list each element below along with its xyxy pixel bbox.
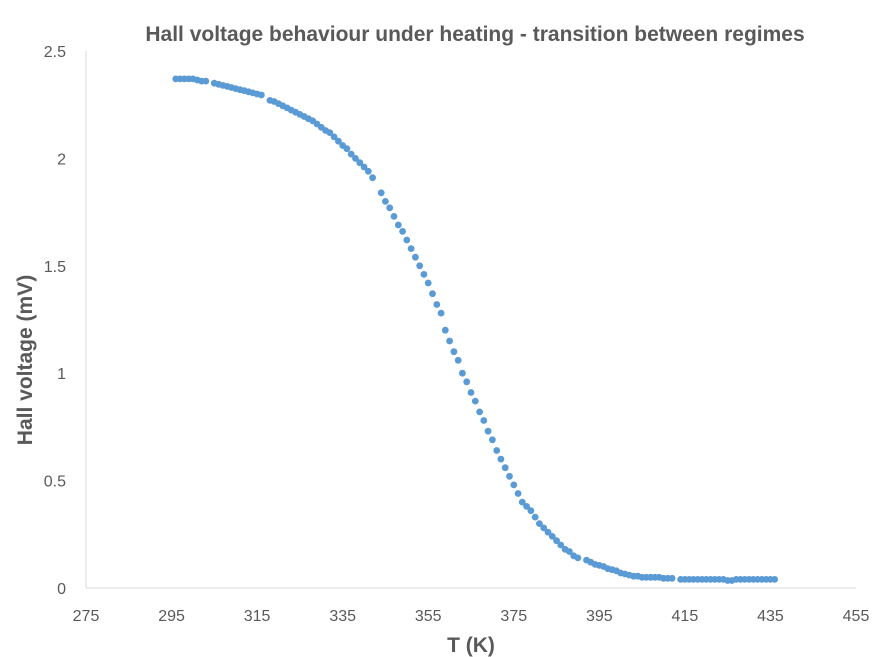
data-point (258, 91, 265, 99)
data-point (510, 481, 518, 489)
data-point (450, 348, 458, 356)
x-tick-label: 375 (500, 608, 527, 625)
data-point (352, 155, 359, 162)
data-point (390, 213, 398, 220)
data-point (412, 253, 419, 261)
y-tick-label: 2 (57, 151, 66, 168)
data-point (407, 245, 415, 253)
data-point (335, 137, 342, 145)
data-point (553, 537, 560, 545)
data-point (523, 503, 530, 510)
data-point (433, 301, 441, 308)
data-point (416, 262, 424, 270)
data-point (441, 326, 449, 334)
data-point (399, 228, 406, 235)
y-tick-label: 0.5 (44, 474, 66, 491)
data-point (386, 204, 394, 212)
data-point (369, 174, 376, 182)
data-point (377, 189, 385, 197)
data-point (544, 528, 552, 536)
y-tick-label: 1.5 (44, 259, 66, 276)
data-point (382, 198, 389, 205)
x-axis-title: T (K) (447, 634, 495, 657)
x-tick-label: 435 (757, 608, 784, 625)
data-point (446, 337, 453, 345)
data-point (566, 548, 573, 555)
data-point (347, 150, 355, 158)
data-point (403, 236, 411, 244)
data-point (536, 520, 543, 527)
x-tick-label: 275 (73, 608, 100, 625)
x-tick-label: 415 (672, 608, 699, 625)
data-point (668, 574, 676, 582)
data-point (459, 369, 466, 377)
y-tick-labels: 0 0.5 1 1.5 2 2.5 (44, 44, 66, 598)
x-tick-label: 395 (586, 608, 613, 625)
data-point (454, 356, 462, 364)
y-tick-label: 2.5 (44, 44, 66, 61)
x-tick-label: 355 (415, 608, 442, 625)
data-point (574, 554, 582, 562)
data-point (480, 417, 488, 424)
x-tick-label: 295 (158, 608, 185, 625)
data-point (501, 464, 509, 472)
data-point (484, 427, 492, 435)
data-point (489, 436, 496, 444)
data-point (471, 397, 479, 405)
data-point (424, 279, 432, 287)
data-point (463, 378, 471, 386)
x-tick-labels: 275 295 315 335 355 375 395 415 435 455 (73, 608, 870, 625)
y-tick-label: 0 (57, 581, 66, 598)
y-tick-label: 1 (57, 366, 66, 383)
data-point (514, 490, 522, 497)
data-point (360, 163, 368, 171)
data-point (343, 145, 351, 153)
data-series (172, 75, 779, 584)
data-point (497, 455, 505, 463)
data-point (548, 533, 556, 540)
data-point (330, 133, 338, 141)
data-point (771, 576, 779, 583)
data-point (476, 408, 483, 416)
data-point (437, 309, 445, 317)
data-point (493, 447, 501, 454)
data-point (506, 472, 513, 480)
data-point (531, 513, 539, 521)
x-tick-label: 455 (843, 608, 870, 625)
data-point (420, 271, 428, 278)
data-point (429, 290, 436, 298)
data-point (540, 524, 548, 532)
y-axis-title: Hall voltage (mV) (14, 275, 37, 445)
data-point (364, 167, 372, 175)
data-point (356, 159, 364, 167)
data-point (202, 77, 210, 85)
data-point (557, 541, 565, 549)
data-point (518, 498, 526, 506)
x-tick-label: 315 (244, 608, 271, 625)
data-point (527, 507, 535, 515)
data-point (467, 389, 475, 396)
data-point (394, 221, 402, 229)
x-tick-label: 335 (329, 608, 356, 625)
chart-title: Hall voltage behaviour under heating - t… (145, 23, 804, 46)
data-point (326, 129, 334, 137)
